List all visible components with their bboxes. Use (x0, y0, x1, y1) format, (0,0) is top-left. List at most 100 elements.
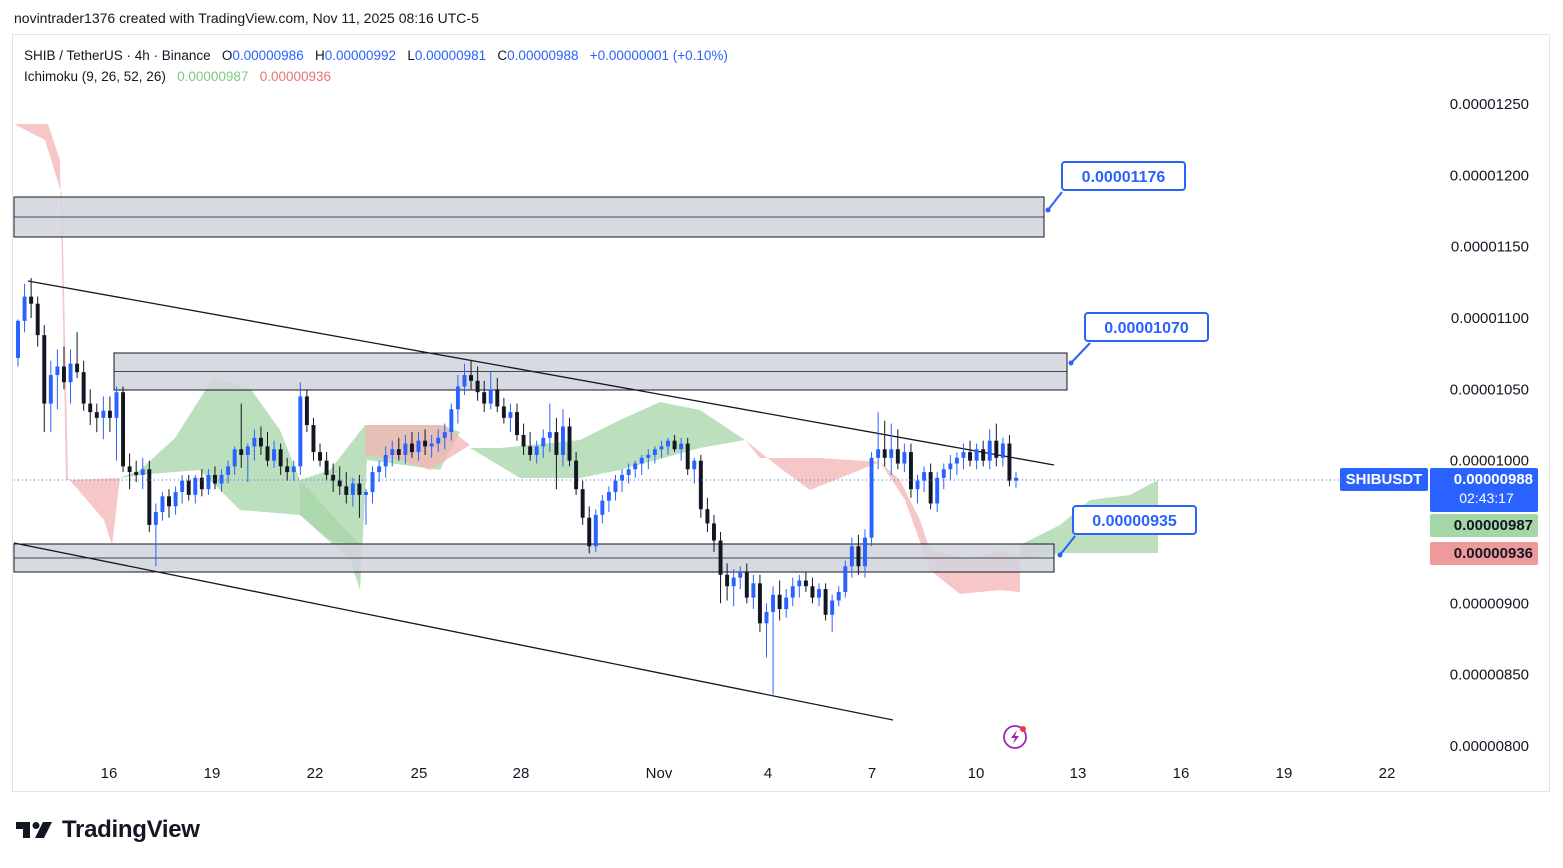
candle-body (94, 412, 99, 418)
candle-body (981, 449, 986, 461)
chart-frame (12, 34, 1550, 792)
candle-body (167, 496, 171, 507)
candle-body (258, 437, 263, 447)
candle-body (876, 449, 881, 458)
callout-1176[interactable]: 0.00001176 (1061, 161, 1186, 191)
indicator-label[interactable]: Ichimoku (9, 26, 52, 26) (24, 69, 166, 84)
candle-body (324, 460, 329, 475)
y-tick-label: 0.00000800 (1450, 738, 1529, 755)
callout-leaders (1045, 191, 1091, 558)
candle-body (495, 389, 500, 407)
cloud-bull-3 (470, 402, 745, 478)
candle-body (22, 296, 27, 321)
candle-body (213, 474, 217, 484)
candle-body (193, 477, 198, 495)
candle-body (81, 372, 86, 404)
candle-body (803, 580, 808, 587)
candle-body (751, 583, 756, 598)
candle-body (863, 537, 867, 567)
candle-body (915, 480, 920, 490)
candle-body (245, 446, 250, 455)
x-tick-label: Nov (646, 765, 673, 782)
candle-body (101, 410, 106, 418)
candle-body (436, 437, 441, 444)
candle-body (278, 449, 283, 467)
callout-leader-2 (1059, 535, 1076, 556)
candle-body (265, 446, 270, 461)
candle-body (311, 425, 316, 453)
candle-body (830, 600, 835, 615)
y-tick-label: 0.00000850 (1450, 667, 1529, 684)
candle-body (232, 449, 237, 467)
x-tick-label: 16 (101, 765, 118, 782)
last-price-value: 0.00000988 (1453, 471, 1533, 488)
indicator-value-2: 0.00000936 (259, 69, 332, 84)
candle-body (810, 586, 815, 598)
candle-body (521, 434, 526, 447)
candle-body (620, 474, 625, 481)
low-value: 0.00000981 (414, 48, 487, 63)
candle-body (705, 509, 710, 524)
candle-body (817, 589, 821, 598)
time-axis: 16 19 22 25 28 Nov 4 7 10 13 16 19 22 (101, 765, 1396, 782)
candle-body (731, 577, 736, 587)
candle-body (409, 443, 414, 453)
candle-body (712, 523, 716, 541)
callout-leader-0 (1047, 191, 1063, 211)
candle-body (547, 432, 552, 438)
symbol-label[interactable]: SHIB / TetherUS · 4h · Binance (24, 48, 211, 63)
candle-body (738, 571, 743, 578)
y-tick-label: 0.00001000 (1450, 453, 1529, 470)
y-tick-label: 0.00001250 (1450, 96, 1529, 113)
candle-body (606, 492, 611, 501)
y-tick-label: 0.00001050 (1450, 381, 1529, 398)
candle-body (882, 449, 887, 458)
candle-body (337, 480, 342, 487)
candle-body (626, 469, 631, 475)
candle-body (954, 457, 959, 464)
candle-body (757, 583, 762, 624)
lightning-icon[interactable] (1003, 725, 1027, 749)
candle-body (908, 452, 913, 490)
cloud-bear-4 (880, 462, 1020, 594)
candle-body (68, 363, 73, 383)
candle-body (35, 303, 40, 336)
candle-body (121, 392, 126, 467)
candle-body (948, 463, 953, 470)
candle-body (186, 480, 191, 495)
upper-trendline (27, 280, 1055, 466)
candle-body (455, 386, 460, 410)
candle-body (777, 594, 782, 610)
candle-body (869, 457, 874, 538)
candle-body (429, 443, 434, 447)
price-axis: 0.00001250 0.00001200 0.00001150 0.00001100… (1450, 96, 1529, 755)
candle-body (744, 571, 749, 598)
brand-logo[interactable]: TradingView (16, 816, 200, 844)
candle-body (764, 611, 769, 624)
x-tick-label: 4 (764, 765, 772, 782)
cloud-bear-1 (14, 124, 120, 545)
candle-body (403, 443, 408, 455)
candle-body (534, 446, 539, 455)
callout-leader-1 (1070, 342, 1091, 364)
candle-body (206, 474, 211, 490)
candle-body (1000, 443, 1005, 458)
x-tick-label: 22 (1379, 765, 1396, 782)
callout-1070[interactable]: 0.00001070 (1084, 312, 1209, 342)
chart-caption: novintrader1376 created with TradingView… (14, 10, 479, 26)
candle-body (567, 426, 572, 461)
candle-body (153, 512, 158, 525)
close-value: 0.00000988 (507, 48, 579, 63)
candle-body (107, 410, 112, 418)
candle-body (895, 449, 900, 464)
candle-body (593, 514, 598, 547)
callout-935[interactable]: 0.00000935 (1072, 505, 1197, 535)
candle-body (541, 437, 546, 447)
candle-body (580, 489, 585, 518)
candle-body (941, 469, 946, 478)
candle-body (1007, 443, 1012, 481)
candle-body (199, 477, 204, 490)
zones (13, 196, 1068, 573)
candle-body (659, 446, 664, 450)
